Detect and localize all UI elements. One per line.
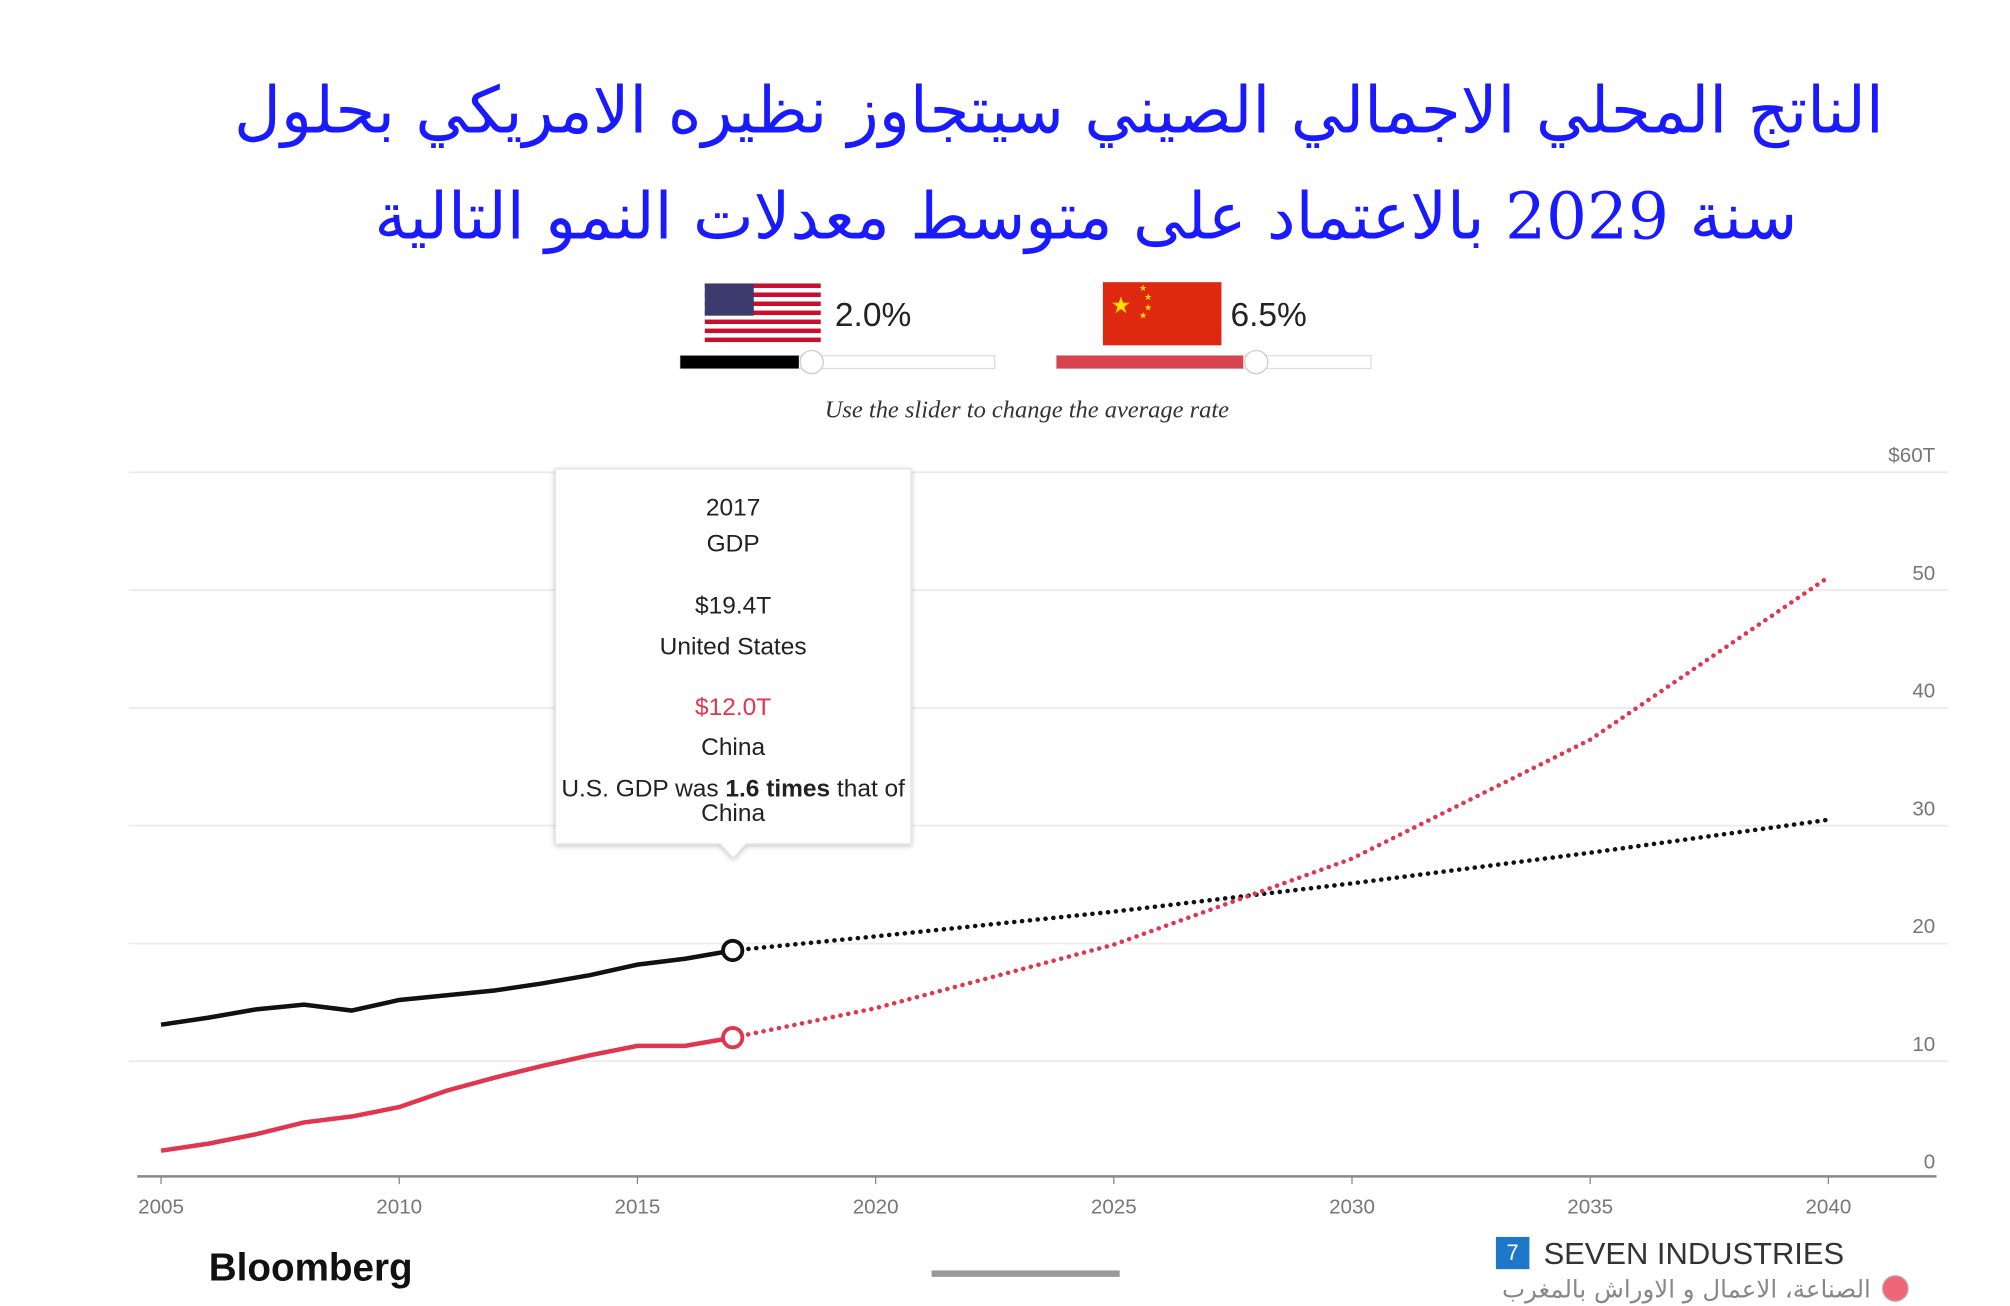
x-tick-label: 2020 <box>853 1196 899 1219</box>
y-tick-label: $60T <box>1888 444 1935 467</box>
china-rate: 6.5% <box>1230 297 1306 334</box>
y-tick-label: 20 <box>1912 915 1935 938</box>
scrollbar[interactable] <box>931 1270 1120 1277</box>
us-rate: 2.0% <box>835 297 911 334</box>
svg-text:★: ★ <box>1139 283 1147 293</box>
badge <box>1495 1236 1530 1270</box>
slider-knob[interactable] <box>799 349 824 375</box>
y-tick-label: 50 <box>1912 562 1935 585</box>
channel-name: SEVEN INDUSTRIES <box>1544 1236 1845 1271</box>
tooltip-note: U.S. GDP was 1.6 times that of <box>561 775 905 802</box>
x-tick-label: 2005 <box>138 1196 184 1219</box>
x-tick-label: 2015 <box>614 1196 660 1219</box>
title-line: الناتج المحلي الاجمالي الصيني سيتجاوز نظ… <box>234 74 1884 149</box>
china-flag: ★ ★★ ★★ <box>1102 282 1222 346</box>
x-tick-label: 2030 <box>1329 1196 1375 1219</box>
tooltip-year: 2017 <box>706 494 760 521</box>
x-tick-label: 2035 <box>1567 1196 1613 1219</box>
y-tick-label: 40 <box>1912 680 1935 703</box>
brand: Bloomberg <box>209 1247 413 1290</box>
tooltip-value: $12.0T <box>695 694 771 721</box>
highlight-point <box>721 1026 745 1050</box>
note-part: 1.6 times <box>725 775 830 802</box>
series-line <box>160 948 734 1027</box>
x-tick-label: 2040 <box>1805 1196 1851 1219</box>
y-tick-label: 30 <box>1912 797 1935 820</box>
series-line <box>730 817 1831 953</box>
x-tick-label: 2025 <box>1091 1196 1137 1219</box>
y-tick-label: 0 <box>1924 1151 1935 1174</box>
slider-note: Use the slider to change the average rat… <box>825 396 1229 423</box>
badge-number: 7 <box>1507 1240 1519 1265</box>
svg-text:★: ★ <box>1139 310 1147 320</box>
us-flag <box>704 283 821 343</box>
svg-text:★: ★ <box>1111 292 1132 318</box>
note-part: that of <box>830 775 905 802</box>
highlight-point <box>721 938 745 963</box>
svg-text:★: ★ <box>1144 292 1152 302</box>
note-part: China <box>701 800 765 827</box>
y-tick-label: 10 <box>1912 1033 1935 1056</box>
series-line <box>160 1035 734 1153</box>
series-line <box>730 574 1831 1040</box>
tooltip: 2017 GDP $19.4T United States $12.0T Chi… <box>554 468 912 860</box>
x-tick-label: 2010 <box>376 1196 422 1219</box>
svg-text:★: ★ <box>1144 303 1152 313</box>
note-part: U.S. GDP was <box>561 775 725 802</box>
tooltip-series: China <box>701 734 765 761</box>
tooltip-value: $19.4T <box>695 592 771 619</box>
tagline: الصناعة، الاعمال و الاوراش بالمغرب <box>1502 1274 1871 1303</box>
title-line: سنة 2029 بالاعتماد على متوسط معدلات النم… <box>374 179 1797 254</box>
slider-knob[interactable] <box>1243 349 1269 375</box>
tagline-dot <box>1881 1274 1909 1302</box>
slider-fill[interactable] <box>1056 355 1244 369</box>
slider-fill[interactable] <box>680 355 799 369</box>
tooltip-series: United States <box>660 634 807 661</box>
tooltip-metric: GDP <box>707 530 760 557</box>
